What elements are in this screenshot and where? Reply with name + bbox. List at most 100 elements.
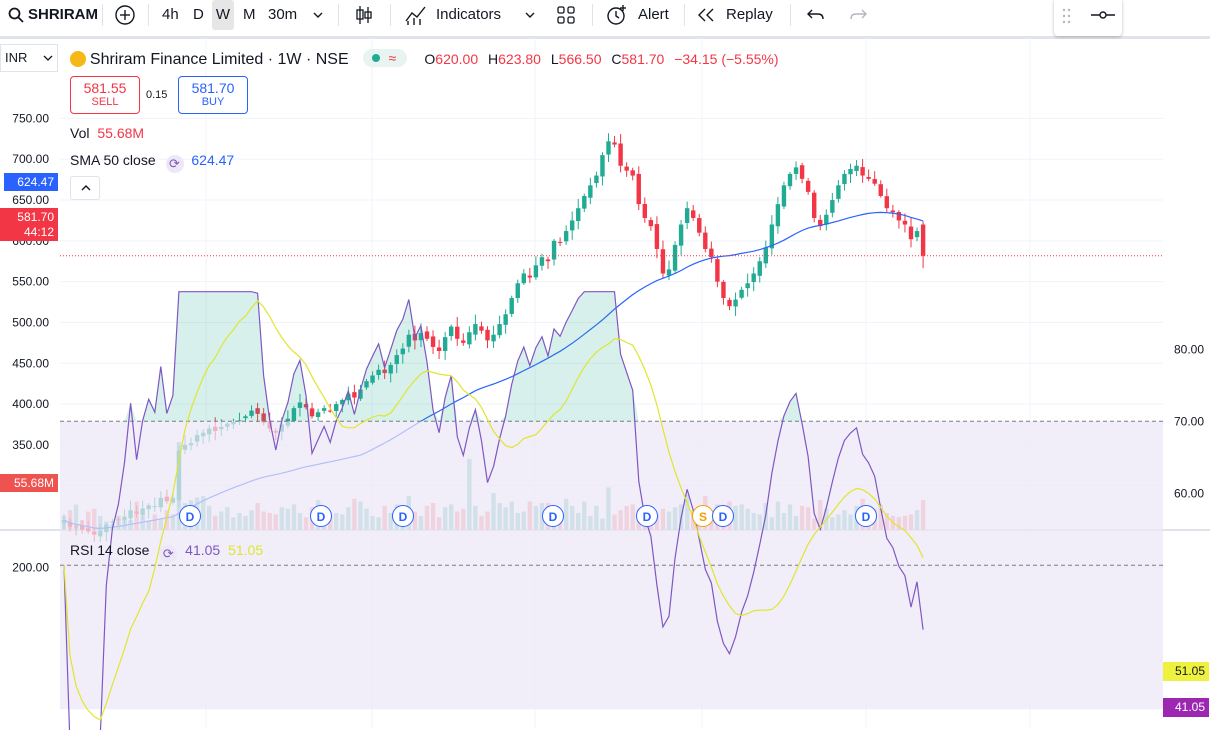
redo-icon[interactable]	[848, 6, 868, 24]
candle-body	[503, 314, 508, 325]
search-icon[interactable]	[8, 7, 24, 23]
candle-body	[588, 185, 593, 198]
candle-body	[600, 155, 605, 177]
rsi-line	[63, 291, 924, 730]
indicators-icon[interactable]	[404, 3, 428, 27]
candle-body	[291, 408, 297, 422]
candle-body	[255, 408, 260, 414]
sma-price-tag: 624.47	[4, 173, 58, 191]
candle-body	[721, 281, 726, 298]
split-marker[interactable]: S	[692, 505, 714, 527]
alert-clock-icon[interactable]	[606, 4, 628, 26]
candle-body	[793, 167, 799, 174]
divider	[148, 4, 149, 26]
candle-body	[418, 333, 424, 341]
sma-legend[interactable]: SMA 50 close ⟳ 624.47	[70, 152, 234, 173]
candle-body	[515, 283, 520, 299]
candle-body	[527, 275, 533, 278]
divider	[390, 4, 391, 26]
low-label: L	[550, 51, 559, 67]
candle-body	[358, 389, 363, 399]
candle-type-icon[interactable]	[354, 4, 374, 26]
sell-label: SELL	[91, 96, 119, 108]
price-axis-tick: 450.00	[12, 356, 49, 370]
symbol-title[interactable]: Shriram Finance Limited · 1W · NSE	[89, 51, 349, 68]
candle-body	[346, 394, 351, 401]
currency-select[interactable]: INR	[0, 44, 58, 72]
volume-legend[interactable]: Vol 55.68M	[70, 125, 144, 141]
rsi-ma-value: 51.05	[228, 542, 264, 558]
rsi-tag: 41.05	[1163, 698, 1209, 717]
rsi-label: RSI 14 close	[70, 542, 150, 558]
dividend-marker[interactable]: D	[310, 505, 332, 527]
chevron-down-icon[interactable]	[312, 10, 324, 20]
price-axis-tick: 200.00	[12, 560, 49, 574]
candle-body	[321, 408, 327, 411]
alert-button[interactable]: Alert	[638, 6, 669, 23]
rsi-value: 41.05	[185, 542, 221, 558]
candle-body	[908, 226, 914, 240]
candle-body	[660, 249, 666, 274]
rsi-overbought-fill	[64, 291, 924, 422]
dividend-marker[interactable]: D	[636, 505, 658, 527]
dividend-marker[interactable]: D	[392, 505, 414, 527]
candle-body	[491, 334, 496, 342]
timeframe-30m[interactable]: 30m	[268, 6, 298, 23]
price-axis-tick: 400.00	[12, 397, 49, 411]
delayed-data-icon: ≈	[388, 50, 397, 66]
candle-body	[842, 173, 847, 184]
candle-body	[654, 224, 660, 250]
high-value: 623.80	[498, 51, 541, 67]
buy-label: BUY	[201, 96, 225, 108]
candle-body	[570, 220, 575, 231]
indicators-button[interactable]: Indicators	[436, 6, 502, 23]
dividend-marker[interactable]: D	[542, 505, 564, 527]
timeframe-m[interactable]: M	[243, 6, 256, 23]
candle-body	[781, 185, 787, 207]
rsi-axis-tick: 70.00	[1174, 414, 1204, 428]
price-axis-tick: 700.00	[12, 152, 49, 166]
buy-button[interactable]: 581.70 BUY	[178, 76, 248, 114]
candle-body	[237, 420, 242, 422]
timeframe-d[interactable]: D	[193, 6, 204, 23]
compare-plus-icon[interactable]	[114, 4, 136, 26]
layouts-grid-icon[interactable]	[556, 5, 576, 25]
market-status-badge[interactable]: ≈	[362, 49, 407, 67]
divider	[338, 4, 339, 26]
high-label: H	[488, 51, 499, 67]
candle-body	[799, 165, 805, 179]
dividend-marker[interactable]: D	[712, 505, 734, 527]
sell-button[interactable]: 581.55 SELL	[70, 76, 140, 114]
collapse-legend-button[interactable]	[70, 176, 100, 200]
dividend-marker[interactable]: D	[855, 505, 877, 527]
candle-body	[400, 348, 405, 355]
candle-body	[684, 208, 690, 223]
last-price-tag: 581.70 44:12	[0, 208, 58, 241]
spread-value: 0.15	[146, 89, 168, 101]
candle-body	[576, 208, 581, 222]
price-axis-tick: 350.00	[12, 438, 49, 452]
symbol-search-button[interactable]: SHRIRAM	[28, 6, 98, 23]
replay-rewind-icon[interactable]	[696, 8, 716, 22]
candle-body	[557, 241, 563, 243]
candle-body	[666, 269, 672, 276]
horizontal-line-tool-icon[interactable]	[1090, 8, 1116, 22]
candle-body	[340, 399, 345, 405]
candle-body	[303, 404, 309, 408]
rsi-legend[interactable]: RSI 14 close ⟳ 41.05 51.05	[70, 542, 263, 563]
close-label: C	[611, 51, 622, 67]
chevron-down-icon[interactable]	[524, 10, 536, 20]
candle-body	[733, 299, 738, 307]
chevron-up-icon	[81, 185, 91, 191]
drag-handle-icon[interactable]	[1062, 8, 1072, 24]
dividend-marker[interactable]: D	[179, 505, 201, 527]
timeframe-4h[interactable]: 4h	[162, 6, 179, 23]
candle-body	[691, 210, 696, 218]
price-axis-tick: 750.00	[12, 111, 49, 125]
candle-body	[328, 410, 333, 412]
timeframe-w[interactable]: W	[212, 0, 234, 30]
undo-icon[interactable]	[806, 6, 826, 24]
replay-button[interactable]: Replay	[726, 6, 773, 23]
candle-body	[533, 265, 539, 278]
